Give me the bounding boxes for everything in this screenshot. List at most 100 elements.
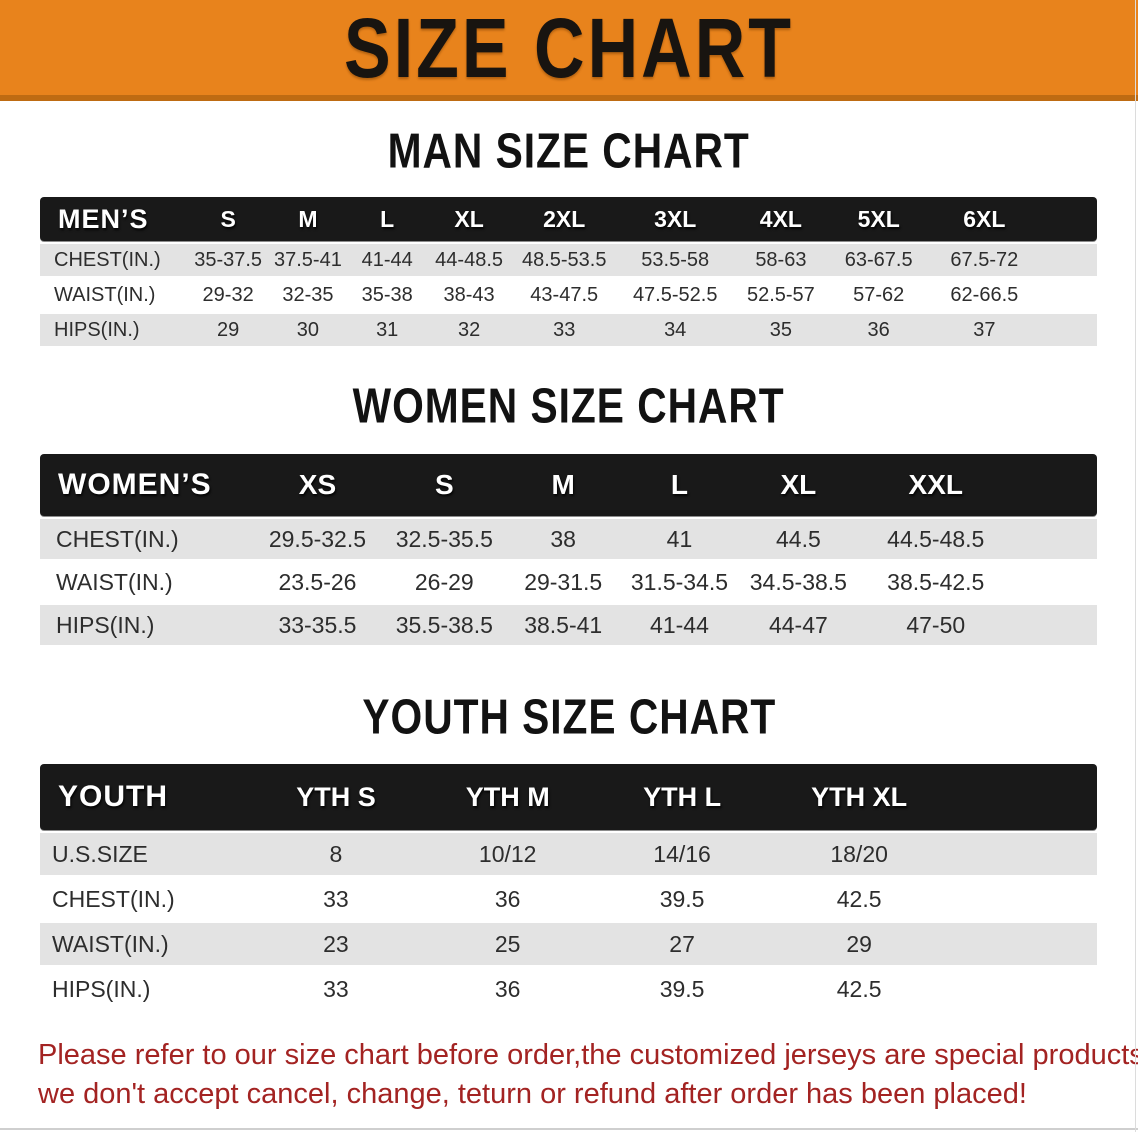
youth-table-title-cell: YOUTH [58, 780, 168, 813]
size-value-cell: 42.5 [836, 975, 882, 1002]
women-section-heading-text: WOMEN SIZE CHART [353, 377, 785, 434]
size-column-header: 3XL [654, 205, 697, 232]
size-value-cell: 26-29 [414, 568, 474, 595]
size-value-cell: 34.5-38.5 [749, 568, 847, 595]
table-row-waist: WAIST(IN.) 23.5-26 26-29 29-31.5 31.5-34… [40, 562, 1097, 602]
row-label: WAIST(IN.) [54, 283, 156, 306]
table-row-chest: CHEST(IN.) 29.5-32.5 32.5-35.5 38 41 44.… [40, 519, 1097, 559]
size-value-cell: 35-38 [361, 283, 413, 306]
youth-section-heading: YOUTH SIZE CHART [0, 689, 1138, 745]
size-value-cell: 36 [494, 885, 521, 912]
size-value-cell: 41 [666, 525, 693, 552]
size-column-header: 6XL [963, 205, 1006, 232]
size-value-cell: 43-47.5 [530, 283, 599, 306]
size-value-cell: 29-31.5 [524, 568, 603, 595]
size-value-cell: 47.5-52.5 [632, 283, 718, 306]
youth-table-header-row: YOUTH YTH S YTH M YTH L YTH XL [40, 764, 1097, 830]
women-size-table: WOMEN’S XS S M L XL XXL CHEST(IN.) 29.5-… [40, 454, 1097, 645]
row-label: HIPS(IN.) [56, 611, 155, 638]
size-column-header: XL [454, 205, 484, 232]
size-value-cell: 36 [494, 975, 521, 1002]
youth-size-table: YOUTH YTH S YTH M YTH L YTH XL U.S.SIZE … [40, 764, 1097, 1010]
size-value-cell: 23 [323, 930, 349, 957]
size-value-cell: 35 [769, 318, 793, 341]
size-value-cell: 36 [867, 318, 890, 341]
size-value-cell: 35.5-38.5 [395, 611, 493, 638]
table-row-hips: HIPS(IN.) 33 36 39.5 42.5 [40, 968, 1097, 1010]
size-value-cell: 33-35.5 [278, 611, 357, 638]
size-value-cell: 57-62 [853, 283, 905, 306]
size-value-cell: 48.5-53.5 [521, 248, 607, 271]
size-value-cell: 53.5-58 [641, 248, 710, 271]
size-value-cell: 42.5 [836, 885, 882, 912]
disclaimer-line-2: we don't accept cancel, change, teturn o… [38, 1078, 1027, 1110]
size-value-cell: 58-63 [755, 248, 807, 271]
women-table-title-cell: WOMEN’S [58, 468, 212, 501]
row-label: CHEST(IN.) [54, 248, 161, 271]
size-value-cell: 38.5-41 [524, 611, 603, 638]
size-value-cell: 27 [669, 930, 695, 957]
size-value-cell: 33 [553, 318, 576, 341]
size-column-header: 4XL [759, 205, 802, 232]
size-value-cell: 10/12 [478, 840, 537, 867]
size-column-header: 2XL [543, 205, 586, 232]
size-value-cell: 32 [457, 318, 481, 341]
men-section-heading: MAN SIZE CHART [0, 123, 1138, 179]
row-label: HIPS(IN.) [52, 975, 151, 1002]
size-value-cell: 29 [217, 318, 240, 341]
table-row-us-size: U.S.SIZE 8 10/12 14/16 18/20 [40, 833, 1097, 875]
size-value-cell: 44-47 [768, 611, 828, 638]
banner-title: SIZE CHART [344, 0, 794, 95]
women-section-heading: WOMEN SIZE CHART [0, 378, 1138, 434]
size-value-cell: 37 [973, 318, 996, 341]
size-value-cell: 18/20 [830, 840, 888, 867]
disclaimer-line-1: Please refer to our size chart before or… [38, 1039, 1138, 1071]
size-value-cell: 32-35 [282, 283, 334, 306]
size-value-cell: 67.5-72 [950, 248, 1019, 271]
women-table-header-row: WOMEN’S XS S M L XL XXL [40, 454, 1097, 516]
table-row-hips: HIPS(IN.) 33-35.5 35.5-38.5 38.5-41 41-4… [40, 605, 1097, 645]
disclaimer-note: Please refer to our size chart before or… [38, 1036, 1138, 1114]
size-value-cell: 38-43 [443, 283, 495, 306]
size-value-cell: 44.5-48.5 [887, 525, 985, 552]
men-size-table: MEN’S S M L XL 2XL 3XL 4XL 5XL 6XL CHEST… [40, 197, 1097, 346]
size-value-cell: 25 [494, 930, 521, 957]
men-table-header-row: MEN’S S M L XL 2XL 3XL 4XL 5XL 6XL [40, 197, 1097, 241]
size-column-header: XXL [908, 469, 963, 500]
size-column-header: YTH M [465, 781, 550, 812]
size-value-cell: 35-37.5 [194, 248, 263, 271]
size-column-header: YTH S [296, 781, 376, 812]
row-label: CHEST(IN.) [52, 885, 175, 912]
size-value-cell: 39.5 [659, 975, 705, 1002]
row-label: CHEST(IN.) [56, 525, 179, 552]
size-value-cell: 41-44 [361, 248, 413, 271]
size-value-cell: 31 [376, 318, 399, 341]
size-value-cell: 52.5-57 [746, 283, 815, 306]
size-value-cell: 38 [550, 525, 576, 552]
size-column-header: M [298, 205, 318, 232]
size-value-cell: 29.5-32.5 [268, 525, 367, 552]
size-value-cell: 29 [846, 930, 872, 957]
size-column-header: YTH L [643, 781, 722, 812]
youth-section-heading-text: YOUTH SIZE CHART [362, 688, 776, 745]
table-row-hips: HIPS(IN.) 29 30 31 32 33 34 35 36 37 [40, 314, 1097, 346]
row-label: U.S.SIZE [52, 840, 148, 867]
size-column-header: S [220, 205, 236, 232]
size-column-header: XL [780, 469, 817, 500]
table-row-chest: CHEST(IN.) 33 36 39.5 42.5 [40, 878, 1097, 920]
row-label: HIPS(IN.) [54, 318, 140, 341]
size-value-cell: 14/16 [653, 840, 711, 867]
men-section-heading-text: MAN SIZE CHART [387, 122, 751, 179]
size-value-cell: 34 [664, 318, 687, 341]
size-value-cell: 41-44 [650, 611, 709, 638]
size-value-cell: 38.5-42.5 [887, 568, 985, 595]
table-row-waist: WAIST(IN.) 23 25 27 29 [40, 923, 1097, 965]
size-value-cell: 63-67.5 [844, 248, 913, 271]
size-column-header: M [551, 469, 575, 500]
table-row-waist: WAIST(IN.) 29-32 32-35 35-38 38-43 43-47… [40, 279, 1097, 311]
size-value-cell: 62-66.5 [950, 283, 1019, 306]
size-column-header: L [670, 469, 689, 500]
size-value-cell: 44-48.5 [435, 248, 504, 271]
size-value-cell: 33 [323, 885, 349, 912]
size-column-header: S [434, 469, 454, 500]
